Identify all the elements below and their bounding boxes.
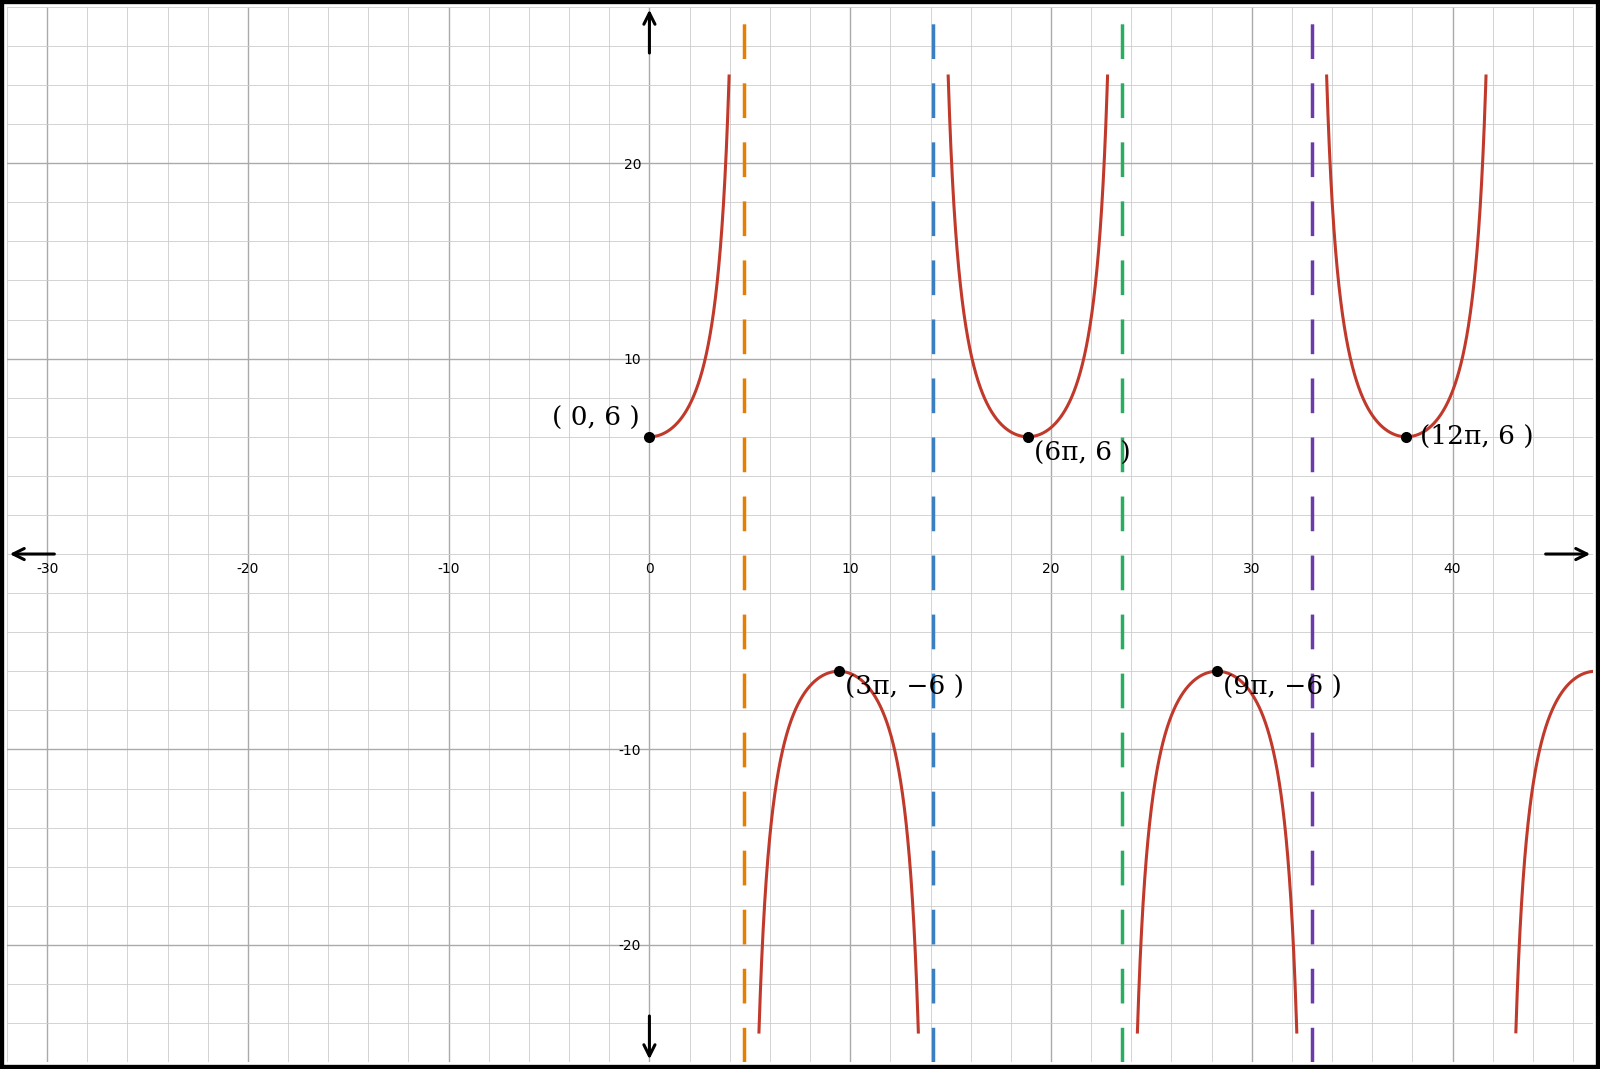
Text: (12π, 6 ): (12π, 6 ) xyxy=(1421,424,1534,449)
Text: (3π, −6 ): (3π, −6 ) xyxy=(845,676,963,700)
Text: ( 0, 6 ): ( 0, 6 ) xyxy=(552,406,640,431)
Text: (9π, −6 ): (9π, −6 ) xyxy=(1222,676,1342,700)
Text: (6π, 6 ): (6π, 6 ) xyxy=(1034,440,1131,466)
